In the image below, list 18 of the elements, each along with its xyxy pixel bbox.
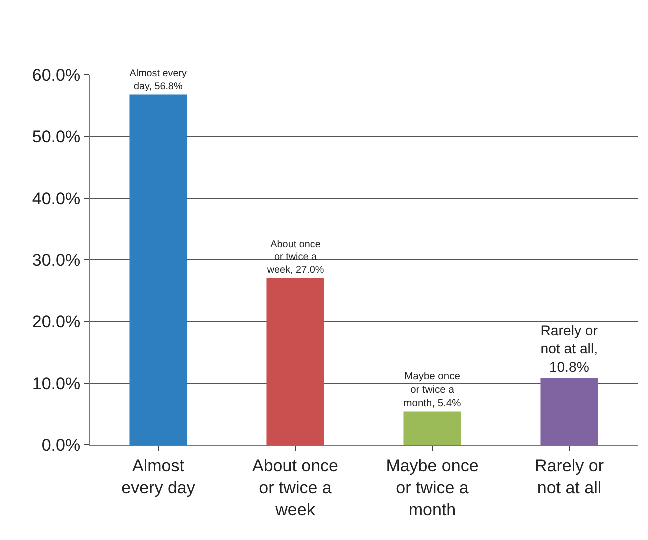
data-label: Almost every day, 56.8% [130, 68, 187, 92]
x-tick-label: About once or twice a week [252, 456, 339, 520]
y-tick-label: 0.0% [42, 436, 81, 455]
y-tick-label: 30.0% [32, 250, 81, 270]
y-tick-label: 10.0% [32, 374, 81, 394]
bar [130, 94, 188, 445]
data-label: Maybe once or twice a month, 5.4% [404, 372, 462, 410]
data-label: Rarely or not at all, 10.8% [540, 322, 598, 376]
bar [266, 278, 324, 445]
x-tick-label: Almost every day [122, 456, 196, 498]
x-tick-label: Maybe once or twice a month [386, 456, 479, 520]
y-tick-label: 20.0% [32, 312, 81, 332]
y-tick-label: 60.0% [32, 66, 81, 85]
y-tick-label: 40.0% [32, 189, 81, 208]
y-tick-label: 50.0% [32, 128, 81, 147]
bar [540, 378, 598, 445]
bar [404, 412, 462, 445]
x-tick-label: Rarely or not at all [535, 456, 604, 498]
